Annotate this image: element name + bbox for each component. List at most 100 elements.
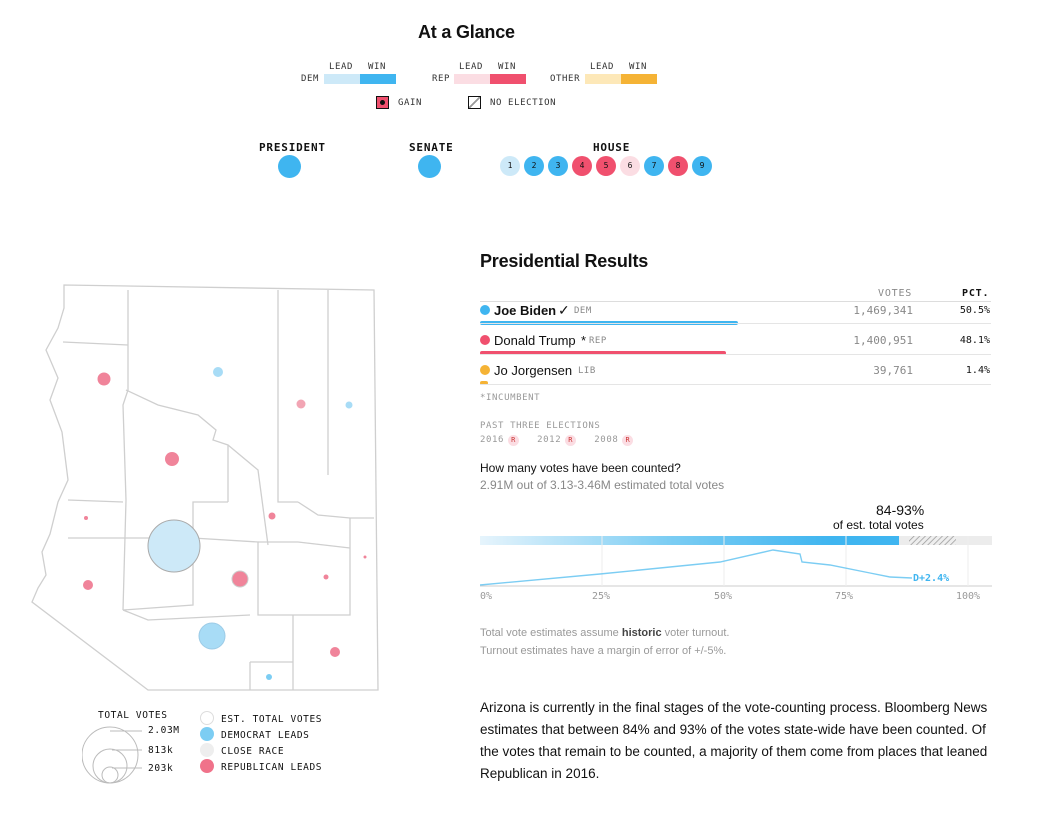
maricopa-circle[interactable] xyxy=(147,519,201,573)
house-seat-1[interactable]: 1 xyxy=(500,156,520,176)
close-race-dot xyxy=(200,743,214,757)
results-title: Presidential Results xyxy=(480,251,649,271)
mohave-circle[interactable] xyxy=(97,372,111,386)
other-win-swatch xyxy=(621,74,657,84)
winner-check-icon: ✓ xyxy=(558,302,570,318)
size-legend xyxy=(82,726,142,784)
no-election-icon xyxy=(468,96,481,109)
range-big-label: 84-93% xyxy=(876,502,925,518)
other-lead-swatch xyxy=(585,74,621,84)
past-winner-badge: R xyxy=(622,435,634,446)
note-bold: historic xyxy=(621,627,662,639)
close-race-label: CLOSE RACE xyxy=(221,746,285,757)
party-legend: LEAD WIN DEM LEAD WIN REP LEAD WIN OTHER xyxy=(296,60,666,90)
gain-icon xyxy=(376,96,389,109)
democrat-leads-label: DEMOCRAT LEADS xyxy=(221,730,310,741)
la-paz-circle[interactable] xyxy=(84,516,88,520)
past-year-2016: 2016 xyxy=(480,435,505,445)
other-lead-label: LEAD xyxy=(590,62,615,72)
jorgensen-name: Jo Jorgensen xyxy=(494,363,573,378)
tick-0: 0% xyxy=(480,591,493,602)
candidate-row-biden[interactable]: Joe Biden ✓ DEM 1,469,341 50.5% xyxy=(480,302,991,333)
trump-party: REP xyxy=(589,336,607,346)
pima-circle[interactable] xyxy=(198,622,226,650)
past-elections-label: PAST THREE ELECTIONS xyxy=(480,421,601,431)
house-seat-9[interactable]: 9 xyxy=(692,156,712,176)
rep-win-label: WIN xyxy=(498,62,517,72)
size-circle-small xyxy=(101,766,119,784)
county-borders xyxy=(31,284,379,691)
candidate-row-jorgensen[interactable]: Jo Jorgensen LIB 39,761 1.4% xyxy=(480,363,991,393)
yavapai-circle[interactable] xyxy=(165,452,179,466)
house-seat-8[interactable]: 8 xyxy=(668,156,688,176)
dem-lead-label: LEAD xyxy=(329,62,354,72)
arizona-county-map xyxy=(31,284,379,691)
house-seat-6[interactable]: 6 xyxy=(620,156,640,176)
note-pre: Total vote estimates assume xyxy=(480,627,622,639)
jorgensen-bar xyxy=(480,381,488,385)
biden-pct: 50.5% xyxy=(959,305,990,316)
biden-party: DEM xyxy=(574,306,592,316)
range-hatch xyxy=(909,536,956,545)
republican-leads-label: REPUBLICAN LEADS xyxy=(221,762,323,773)
apache-circle[interactable] xyxy=(345,401,353,409)
glance-title: At a Glance xyxy=(418,22,515,42)
margin-trend-line xyxy=(480,549,913,586)
row-divider xyxy=(480,384,991,385)
democrat-leads-dot xyxy=(200,727,214,741)
dem-lead-swatch xyxy=(324,74,360,84)
house-seat-4[interactable]: 4 xyxy=(572,156,592,176)
gain-label: GAIN xyxy=(398,98,423,108)
gila-circle[interactable] xyxy=(268,512,276,520)
size-label-medium: 813k xyxy=(148,745,174,756)
margin-label: D+2.4% xyxy=(913,573,950,584)
header-divider xyxy=(480,301,991,302)
house-seat-7[interactable]: 7 xyxy=(644,156,664,176)
jorgensen-party-dot xyxy=(480,365,490,375)
summary-paragraph: Arizona is currently in the final stages… xyxy=(480,700,988,781)
past-year-2012: 2012 xyxy=(537,435,562,445)
candidate-row-trump[interactable]: Donald Trump * REP 1,400,951 48.1% xyxy=(480,333,991,363)
president-dot[interactable] xyxy=(278,155,301,178)
santa-cruz-circle[interactable] xyxy=(266,674,272,680)
graham-circle[interactable] xyxy=(323,574,329,580)
size-circle-medium xyxy=(92,748,128,784)
senate-header: SENATE xyxy=(409,141,454,154)
dem-win-label: WIN xyxy=(368,62,387,72)
cochise-circle[interactable] xyxy=(330,647,340,657)
past-winner-badge: R xyxy=(508,435,520,446)
greenlee-circle[interactable] xyxy=(363,555,367,559)
president-header: PRESIDENT xyxy=(259,141,326,154)
row-divider xyxy=(480,323,991,324)
navajo-circle[interactable] xyxy=(296,399,306,409)
votes-header: VOTES xyxy=(878,288,913,299)
house-seat-5[interactable]: 5 xyxy=(596,156,616,176)
tick-100: 100% xyxy=(956,591,981,602)
other-win-label: WIN xyxy=(629,62,648,72)
jorgensen-votes: 39,761 xyxy=(873,364,913,377)
total-votes-label: TOTAL VOTES xyxy=(98,710,168,721)
votes-counted-chart xyxy=(480,536,992,587)
biden-name: Joe Biden xyxy=(494,303,557,318)
trump-party-dot xyxy=(480,335,490,345)
rep-lead-swatch xyxy=(454,74,490,84)
dem-label: DEM xyxy=(301,74,320,84)
pinal-circle[interactable] xyxy=(231,570,249,588)
note-post: voter turnout. xyxy=(661,627,730,639)
trump-bar xyxy=(480,351,726,355)
no-election-label: NO ELECTION xyxy=(490,98,557,108)
yuma-circle[interactable] xyxy=(83,580,93,590)
biden-votes: 1,469,341 xyxy=(853,304,913,317)
past-winner-badge: R xyxy=(565,435,577,446)
house-seat-2[interactable]: 2 xyxy=(524,156,544,176)
turnout-note-2: Turnout estimates have a margin of error… xyxy=(480,645,727,657)
coconino-circle[interactable] xyxy=(213,367,223,377)
counted-bar-fill xyxy=(480,536,899,545)
row-divider xyxy=(480,354,991,355)
house-seat-3[interactable]: 3 xyxy=(548,156,568,176)
votes-counted-summary: 2.91M out of 3.13-3.46M estimated total … xyxy=(480,478,725,492)
senate-dot[interactable] xyxy=(418,155,441,178)
trump-name: Donald Trump xyxy=(494,333,576,348)
trump-pct: 48.1% xyxy=(959,335,990,346)
